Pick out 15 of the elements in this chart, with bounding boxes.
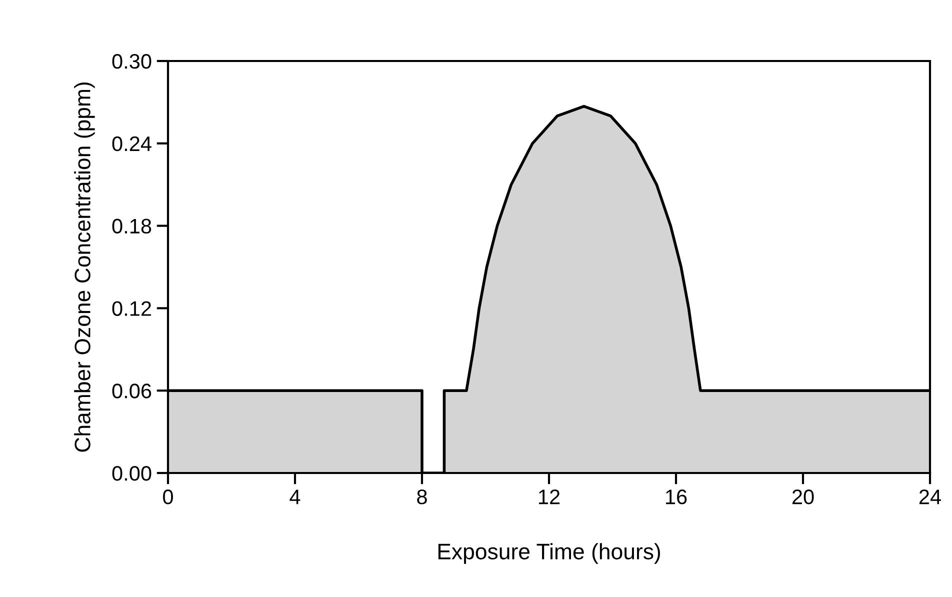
y-axis-title: Chamber Ozone Concentration (ppm) (74, 82, 95, 452)
y-tick-label: 0.30 (112, 54, 152, 69)
y-tick-label: 0.12 (112, 301, 151, 316)
x-axis-title: Exposure Time (hours) (438, 543, 660, 564)
y-tick-label: 0.06 (112, 384, 152, 398)
x-tick-label: 8 (417, 490, 427, 504)
x-tick-label: 20 (792, 490, 814, 504)
x-tick-label: 0 (163, 490, 173, 504)
x-tick-label: 4 (290, 490, 300, 504)
y-tick-label: 0.24 (112, 136, 152, 152)
x-tick-label: 12 (539, 490, 560, 504)
x-tick-label: 16 (666, 490, 687, 504)
y-tick-label: 0.18 (112, 218, 152, 234)
y-tick-label: 0.00 (112, 466, 152, 481)
x-tick-label: 24 (919, 490, 941, 504)
